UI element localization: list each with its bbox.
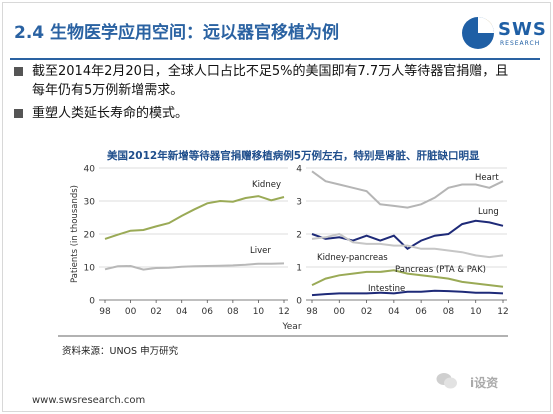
watermark-text: i设资 <box>470 376 499 390</box>
source-note: 资料来源：UNOS 申万研究 <box>62 346 179 357</box>
series-line-liver <box>104 262 285 271</box>
x-tick-label: 06 <box>202 307 214 317</box>
x-tick-label: 04 <box>176 307 188 317</box>
bullet-square-icon <box>14 109 23 118</box>
x-tick-label: 10 <box>253 307 265 317</box>
x-tick-label: 02 <box>361 307 372 317</box>
x-axis-label: Year <box>281 322 301 332</box>
bullet-text: 重塑人类延长寿命的模式。 <box>32 106 189 121</box>
bullet-square-icon <box>14 67 23 76</box>
x-tick-label: 02 <box>150 307 161 317</box>
x-tick-label: 08 <box>227 307 239 317</box>
x-tick-label: 08 <box>443 307 455 317</box>
x-tick-label: 12 <box>278 307 289 317</box>
bullet-item: 重塑人类延长寿命的模式。 <box>14 104 512 123</box>
series-label: Pancreas (PTA & PAK) <box>395 265 486 275</box>
series-line-kidney <box>104 195 285 240</box>
bullet-item: 截至2014年2月20日，全球人口占比不足5%的美国即有7.7万人等待器官捐赠，… <box>14 62 512 100</box>
x-tick-label: 06 <box>415 307 427 317</box>
series-label: Lung <box>478 207 499 217</box>
series-line-pancreas-pta-pak- <box>311 269 504 288</box>
logo-subtitle: RESEARCH <box>500 40 541 47</box>
title-divider <box>10 58 540 60</box>
slide-title: 2.4 生物医学应用空间：远以器官移植为例 <box>14 23 340 43</box>
series-label: Kidney <box>252 180 281 190</box>
y-tick-label: 10 <box>84 264 96 274</box>
y-tick-label: 0 <box>89 297 95 307</box>
y-tick-label: 1 <box>296 264 302 274</box>
series-label: Heart <box>475 173 499 183</box>
wechat-watermark-icon <box>436 373 457 389</box>
series-line-lung <box>311 219 504 251</box>
footer-url: www.swsresearch.com <box>32 395 146 406</box>
y-tick-label: 3 <box>296 198 302 208</box>
y-tick-label: 0 <box>296 297 302 307</box>
y-tick-label: 40 <box>84 165 96 175</box>
y-axis-label: Patients (in thousands) <box>70 185 80 283</box>
series-label: Kidney-pancreas <box>317 253 388 263</box>
x-tick-label: 10 <box>470 307 482 317</box>
y-tick-label: 30 <box>84 198 96 208</box>
sws-logo-icon <box>462 17 494 49</box>
series-line-intestine <box>311 289 504 297</box>
x-tick-label: 12 <box>497 307 508 317</box>
x-tick-label: 98 <box>306 307 318 317</box>
series-line-kidney-pancreas <box>311 232 504 259</box>
series-label: Liver <box>250 246 271 256</box>
bullet-text: 截至2014年2月20日，全球人口占比不足5%的美国即有7.7万人等待器官捐赠，… <box>32 64 509 98</box>
y-tick-label: 4 <box>296 165 302 175</box>
x-tick-label: 98 <box>99 307 111 317</box>
x-tick-label: 00 <box>334 307 346 317</box>
sws-logo: SWS RESEARCH <box>462 15 547 53</box>
logo-name: SWS <box>498 19 547 40</box>
series-line-heart <box>311 170 504 209</box>
x-tick-label: 00 <box>125 307 137 317</box>
series-label: Intestine <box>368 284 405 294</box>
x-tick-label: 04 <box>388 307 400 317</box>
y-tick-label: 2 <box>296 231 302 241</box>
chart-title: 美国2012年新增等待器官捐赠移植病例5万例左右，特别是肾脏、肝脏缺口明显 <box>107 150 480 162</box>
y-tick-label: 20 <box>84 231 96 241</box>
